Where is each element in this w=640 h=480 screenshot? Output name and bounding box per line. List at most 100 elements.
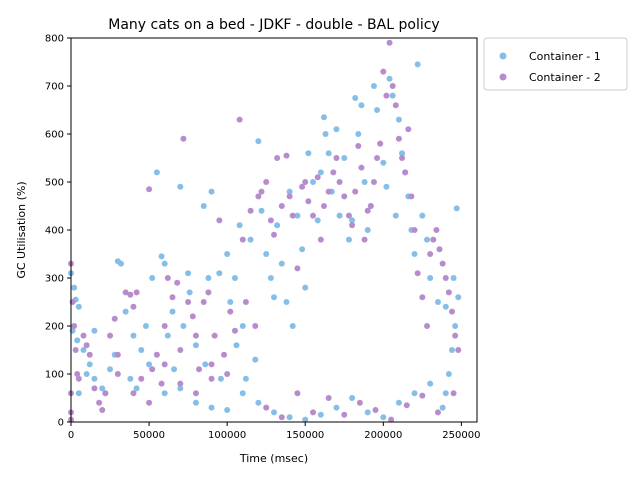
scatter-point [200,203,207,209]
scatter-point [71,323,78,329]
scatter-point [408,193,415,200]
scatter-point [433,227,440,233]
scatter-point [356,399,363,406]
legend-marker [499,73,507,81]
scatter-point [414,270,421,277]
scatter-point [349,217,356,224]
scatter-point [202,361,209,368]
scatter-point [239,236,246,243]
scatter-point [91,375,98,382]
scatter-point [333,126,340,133]
scatter-point [263,404,270,411]
scatter-point [452,332,459,339]
scatter-point [310,409,317,416]
scatter-point [289,212,296,219]
scatter-point [224,371,231,377]
scatter-point [294,265,301,272]
scatter-point [294,212,301,219]
scatter-point [442,275,449,281]
scatter-point [231,327,238,334]
scatter-point [99,385,106,392]
scatter-point [216,217,223,224]
data-points [68,39,462,423]
scatter-point [74,371,81,377]
scatter-point [171,366,178,373]
scatter-point [436,246,443,253]
scatter-point [294,390,301,397]
scatter-point [192,399,199,406]
scatter-point [208,188,215,195]
scatter-point [75,303,82,310]
scatter-point [320,203,327,209]
scatter-point [177,347,184,353]
scatter-point [231,275,238,281]
scatter-point [164,332,171,339]
scatter-point [161,323,168,329]
scatter-point [258,188,265,195]
scatter-point [449,308,456,315]
scatter-point [405,126,412,133]
scatter-point [278,414,285,421]
scatter-point [161,260,168,267]
scatter-point [345,236,352,243]
scatter-point [370,83,377,89]
scatter-point [91,385,98,392]
scatter-point [386,75,393,82]
scatter-point [302,179,309,185]
scatter-point [227,308,234,315]
scatter-point [211,332,218,339]
scatter-point [186,289,193,296]
y-tick-label: 200 [45,322,64,333]
x-tick-label: 200000 [364,430,402,441]
scatter-point [283,152,290,159]
legend: Container - 1 Container - 2 [483,37,628,91]
scatter-point [380,159,387,166]
x-tick-label: 150000 [286,430,324,441]
scatter-point [161,390,168,397]
scatter-point [158,253,165,260]
scatter-point [263,179,270,185]
scatter-point [153,351,160,358]
scatter-point [289,323,296,329]
scatter-point [419,294,426,301]
scatter-point [146,186,153,193]
scatter-point [224,251,231,257]
scatter-point [102,390,109,397]
scatter-point [386,39,393,46]
scatter-point [158,380,165,387]
scatter-point [111,315,118,322]
scatter-point [320,114,327,121]
scatter-point [205,289,212,296]
scatter-point [434,299,441,305]
scatter-point [83,342,90,349]
scatter-point [80,347,87,353]
scatter-point [419,212,426,219]
scatter-point [114,351,121,358]
scatter-point [364,207,371,214]
y-tick-label: 0 [58,418,64,429]
x-tick-label: 50000 [133,430,165,441]
scatter-point [452,323,459,329]
scatter-point [200,299,207,305]
scatter-point [130,303,137,310]
scatter-point [255,138,262,145]
scatter-point [252,356,259,363]
scatter-point [389,92,396,99]
scatter-point [374,107,381,113]
scatter-point [177,380,184,387]
scatter-point [305,150,312,157]
scatter-point [355,143,362,149]
scatter-point [399,155,406,161]
scatter-point [192,390,199,397]
chart-title: Many cats on a bed - JDKF - double - BAL… [108,17,439,33]
scatter-point [442,390,449,397]
x-tick-label: 0 [68,430,74,441]
scatter-point [252,323,259,329]
scatter-point [424,236,431,243]
y-tick-label: 800 [45,34,64,45]
scatter-point [130,332,137,339]
x-axis-ticks: 0 50000 100000 150000 200000 250000 [68,422,480,441]
scatter-point [69,299,76,305]
scatter-point [236,222,243,229]
